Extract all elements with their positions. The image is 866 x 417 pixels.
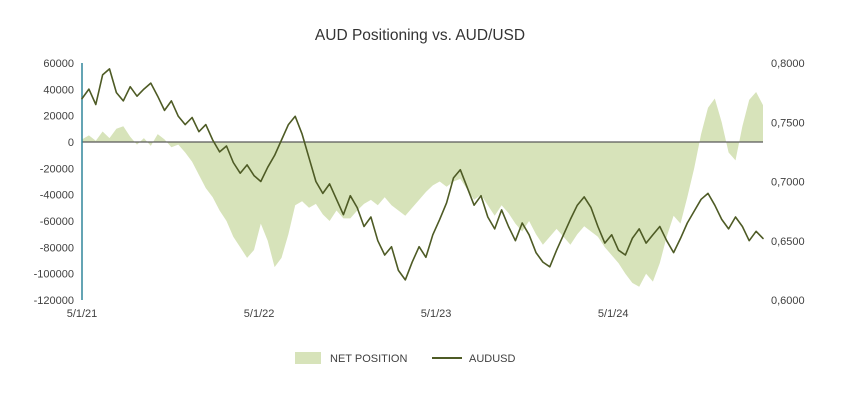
net-position-area	[82, 92, 763, 287]
chart-legend: NET POSITION AUDUSD	[295, 352, 516, 365]
left-tick-label: 60000	[43, 58, 74, 70]
left-tick-label: -120000	[34, 295, 74, 307]
left-tick-label: -40000	[40, 190, 74, 202]
net-position-legend-swatch	[295, 352, 321, 364]
x-tick-label: 5/1/23	[421, 308, 452, 320]
left-axis-tick-labels: 60000 40000 20000 0 -20000 -40000 -60000…	[34, 58, 74, 307]
right-tick-label: 0,7500	[771, 117, 805, 129]
audusd-line	[81, 68, 764, 281]
x-tick-label: 5/1/22	[244, 308, 275, 320]
x-tick-label: 5/1/21	[67, 308, 98, 320]
left-tick-label: -80000	[40, 242, 74, 254]
left-tick-label: 40000	[43, 84, 74, 96]
x-tick-label: 5/1/24	[598, 308, 629, 320]
x-axis-tick-labels: 5/1/21 5/1/22 5/1/23 5/1/24	[67, 308, 629, 320]
right-tick-label: 0,8000	[771, 58, 805, 70]
left-tick-label: -100000	[34, 269, 74, 281]
right-tick-label: 0,7000	[771, 177, 805, 189]
chart-title: AUD Positioning vs. AUD/USD	[315, 27, 525, 44]
left-tick-label: 20000	[43, 111, 74, 123]
left-tick-label: -60000	[40, 216, 74, 228]
net-position-legend-label: NET POSITION	[330, 353, 407, 365]
audusd-legend-label: AUDUSD	[469, 353, 516, 365]
right-axis-tick-labels: 0,8000 0,7500 0,7000 0,6500 0,6000	[771, 58, 805, 307]
right-tick-label: 0,6500	[771, 236, 805, 248]
left-tick-label: 0	[68, 137, 74, 149]
left-tick-label: -20000	[40, 163, 74, 175]
right-tick-label: 0,6000	[771, 295, 805, 307]
